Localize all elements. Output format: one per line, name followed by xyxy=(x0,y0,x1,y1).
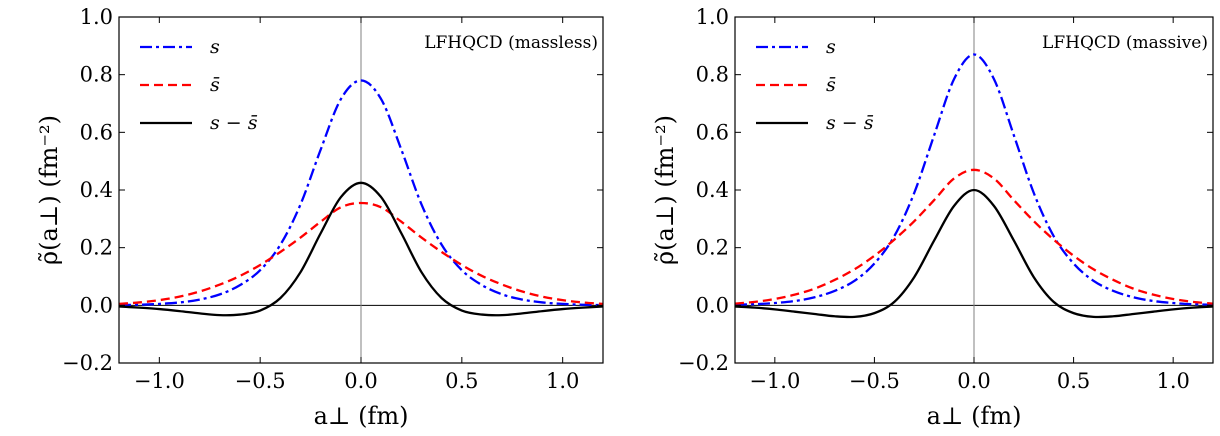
y-tick-label: 0.6 xyxy=(80,120,113,144)
x-tick-label: 0.0 xyxy=(957,369,990,393)
x-tick-label: −0.5 xyxy=(849,369,900,393)
legend-label: s − s̄ xyxy=(826,112,874,134)
y-axis-title: ρ̃(a⊥) (fm⁻²) xyxy=(35,115,63,265)
series-group xyxy=(119,79,603,317)
chart-panel-right: −1.0 −0.5 0.0 0.5 1.0 −0.2 0.0 0.2 0.4 0.6 0.8 1.0 a… xyxy=(651,5,1214,430)
y-tick-label: −0.2 xyxy=(62,351,113,375)
x-tick-label: 1.0 xyxy=(1156,369,1189,393)
y-tick-label: 0.4 xyxy=(696,178,729,202)
model-annotation: LFHQCD (massless) xyxy=(424,33,598,53)
legend-label: s − s̄ xyxy=(210,112,258,134)
x-axis-title: a⊥ (fm) xyxy=(314,402,409,430)
y-tick-label: 1.0 xyxy=(80,5,113,29)
x-tick-label: 1.0 xyxy=(546,369,579,393)
y-tick-label: 0.0 xyxy=(696,293,729,317)
series-line-0 xyxy=(119,79,603,307)
chart-panel-left: −1.0 −0.5 0.0 0.5 1.0 −0.2 0.0 0.2 0.4 0.6 0.8 1.0 a… xyxy=(35,5,604,430)
series-line-1 xyxy=(735,168,1213,305)
legend-label: s xyxy=(826,36,836,58)
legend-label: s̄ xyxy=(210,74,220,96)
x-tick-label: 0.0 xyxy=(344,369,377,393)
x-tick-label: 0.5 xyxy=(1057,369,1090,393)
y-tick-label: 0.8 xyxy=(80,63,113,87)
y-tick-label: 0.0 xyxy=(80,293,113,317)
x-tick-label: 0.5 xyxy=(445,369,478,393)
y-tick-label: 0.2 xyxy=(80,236,113,260)
x-tick-label: −1.0 xyxy=(749,369,800,393)
x-tick-label: −1.0 xyxy=(134,369,185,393)
series-group xyxy=(735,53,1213,319)
x-tick-label: −0.5 xyxy=(235,369,286,393)
legend: s s̄ s − s̄ xyxy=(140,36,258,134)
series-line-2 xyxy=(735,188,1213,319)
y-tick-label: 1.0 xyxy=(696,5,729,29)
model-annotation: LFHQCD (massive) xyxy=(1042,33,1208,53)
y-tick-label: 0.6 xyxy=(696,120,729,144)
legend: s s̄ s − s̄ xyxy=(756,36,874,134)
y-axis-title: ρ̃(a⊥) (fm⁻²) xyxy=(651,115,679,265)
y-tick-label: 0.2 xyxy=(696,236,729,260)
series-line-0 xyxy=(735,53,1213,306)
y-tick-label: −0.2 xyxy=(678,351,729,375)
y-tick-label: 0.8 xyxy=(696,63,729,87)
series-line-1 xyxy=(119,201,603,306)
y-tick-label: 0.4 xyxy=(80,178,113,202)
legend-label: s xyxy=(210,36,220,58)
legend-label: s̄ xyxy=(826,74,836,96)
series-line-2 xyxy=(119,181,603,317)
x-axis-title: a⊥ (fm) xyxy=(927,402,1022,430)
